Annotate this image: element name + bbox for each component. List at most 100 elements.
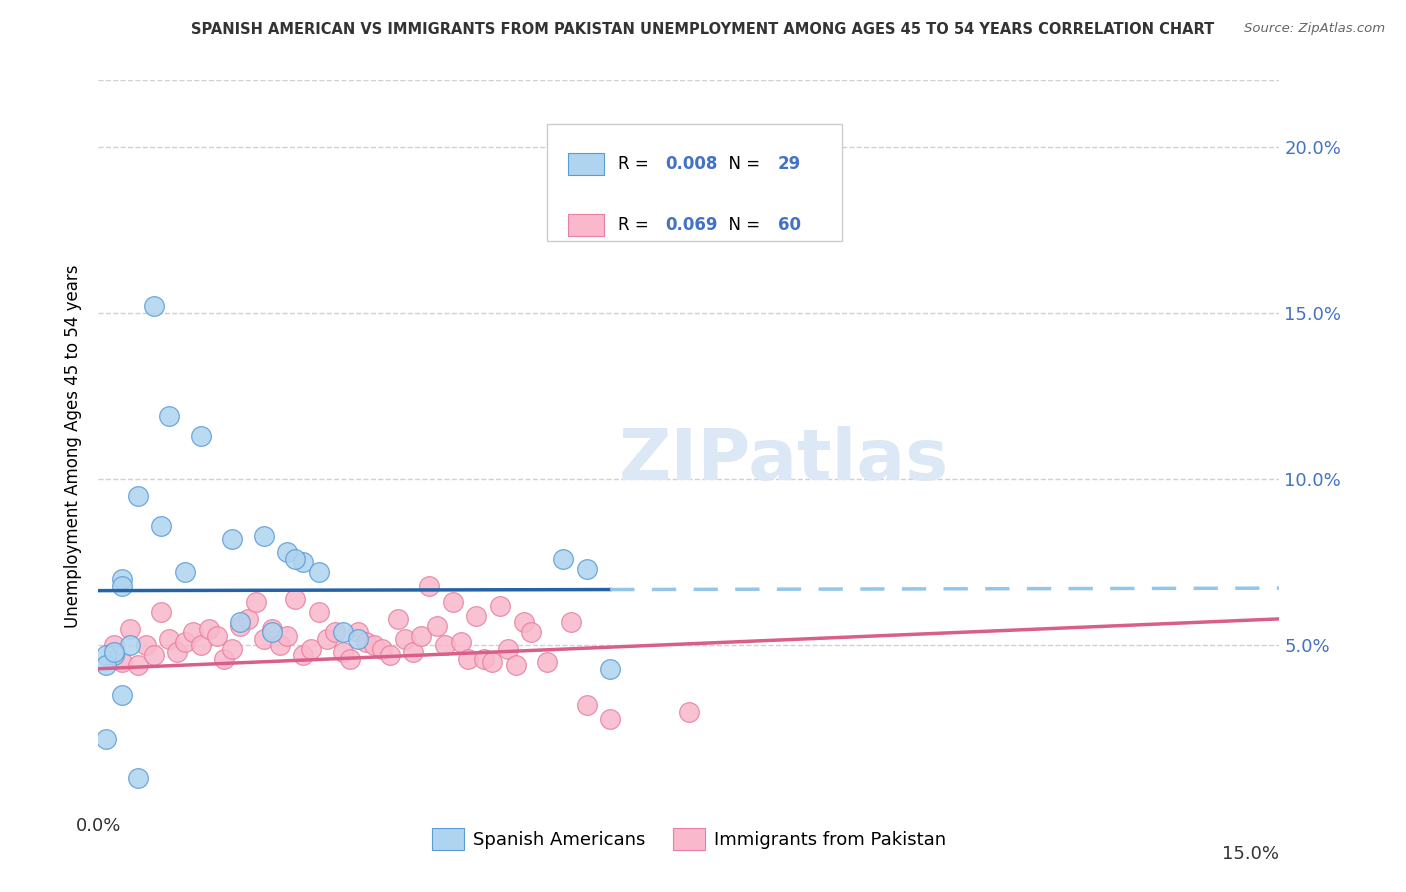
FancyBboxPatch shape	[547, 124, 842, 241]
Point	[371, 641, 394, 656]
Point	[323, 625, 346, 640]
FancyBboxPatch shape	[568, 153, 605, 176]
Point	[118, 639, 141, 653]
Point	[299, 641, 322, 656]
Point	[347, 625, 370, 640]
Point	[457, 652, 479, 666]
Point	[103, 639, 125, 653]
Point	[284, 552, 307, 566]
Text: N =: N =	[718, 155, 766, 173]
Point	[292, 555, 315, 569]
Point	[387, 612, 409, 626]
Point	[103, 645, 125, 659]
Point	[520, 625, 543, 640]
Point	[363, 639, 385, 653]
Point	[150, 518, 173, 533]
Point	[127, 658, 149, 673]
Point	[157, 632, 180, 646]
Point	[450, 635, 472, 649]
Point	[245, 595, 267, 609]
Point	[512, 615, 534, 630]
Point	[418, 579, 440, 593]
Point	[536, 655, 558, 669]
Point	[465, 608, 488, 623]
Point	[441, 595, 464, 609]
Point	[575, 698, 598, 713]
Text: SPANISH AMERICAN VS IMMIGRANTS FROM PAKISTAN UNEMPLOYMENT AMONG AGES 45 TO 54 YE: SPANISH AMERICAN VS IMMIGRANTS FROM PAKI…	[191, 22, 1215, 37]
Point	[118, 622, 141, 636]
Point	[332, 645, 354, 659]
Text: ZIPatlas: ZIPatlas	[619, 426, 949, 495]
Point	[111, 655, 134, 669]
Point	[96, 648, 118, 663]
Text: 15.0%: 15.0%	[1222, 845, 1279, 863]
Point	[111, 579, 134, 593]
Point	[127, 772, 149, 786]
Point	[229, 615, 252, 630]
Point	[96, 731, 118, 746]
Point	[142, 648, 165, 663]
Point	[394, 632, 416, 646]
Point	[308, 566, 330, 580]
Y-axis label: Unemployment Among Ages 45 to 54 years: Unemployment Among Ages 45 to 54 years	[65, 264, 83, 628]
Point	[157, 409, 180, 423]
Point	[253, 632, 276, 646]
Point	[426, 618, 449, 632]
Point	[308, 605, 330, 619]
Text: Source: ZipAtlas.com: Source: ZipAtlas.com	[1244, 22, 1385, 36]
Text: 60: 60	[778, 216, 800, 234]
Point	[702, 213, 724, 227]
Point	[190, 429, 212, 443]
Point	[181, 625, 204, 640]
Point	[276, 628, 298, 642]
FancyBboxPatch shape	[568, 214, 605, 236]
Point	[111, 689, 134, 703]
Text: R =: R =	[619, 216, 654, 234]
Text: N =: N =	[718, 216, 766, 234]
Point	[599, 712, 621, 726]
Point	[229, 618, 252, 632]
Point	[260, 622, 283, 636]
Text: 0.008: 0.008	[665, 155, 717, 173]
Point	[481, 655, 503, 669]
Point	[332, 625, 354, 640]
Point	[221, 532, 243, 546]
Point	[166, 645, 188, 659]
Point	[284, 591, 307, 606]
Point	[354, 635, 377, 649]
Point	[253, 529, 276, 543]
Point	[142, 299, 165, 313]
Point	[127, 489, 149, 503]
Point	[221, 641, 243, 656]
Point	[190, 639, 212, 653]
Point	[489, 599, 512, 613]
Point	[96, 658, 118, 673]
Point	[292, 648, 315, 663]
Point	[103, 648, 125, 663]
Text: R =: R =	[619, 155, 654, 173]
Point	[551, 552, 574, 566]
Point	[269, 639, 291, 653]
Point	[560, 615, 582, 630]
Point	[378, 648, 401, 663]
Point	[236, 612, 259, 626]
Point	[197, 622, 219, 636]
Point	[411, 628, 433, 642]
Point	[339, 652, 361, 666]
Point	[678, 705, 700, 719]
Point	[402, 645, 425, 659]
Point	[433, 639, 456, 653]
Point	[575, 562, 598, 576]
Point	[150, 605, 173, 619]
Text: 0.069: 0.069	[665, 216, 718, 234]
Point	[135, 639, 157, 653]
Legend: Spanish Americans, Immigrants from Pakistan: Spanish Americans, Immigrants from Pakis…	[425, 821, 953, 857]
Text: 29: 29	[778, 155, 801, 173]
Point	[111, 572, 134, 586]
Point	[347, 632, 370, 646]
Point	[174, 566, 197, 580]
Point	[315, 632, 337, 646]
Point	[276, 545, 298, 559]
Point	[205, 628, 228, 642]
Point	[599, 662, 621, 676]
